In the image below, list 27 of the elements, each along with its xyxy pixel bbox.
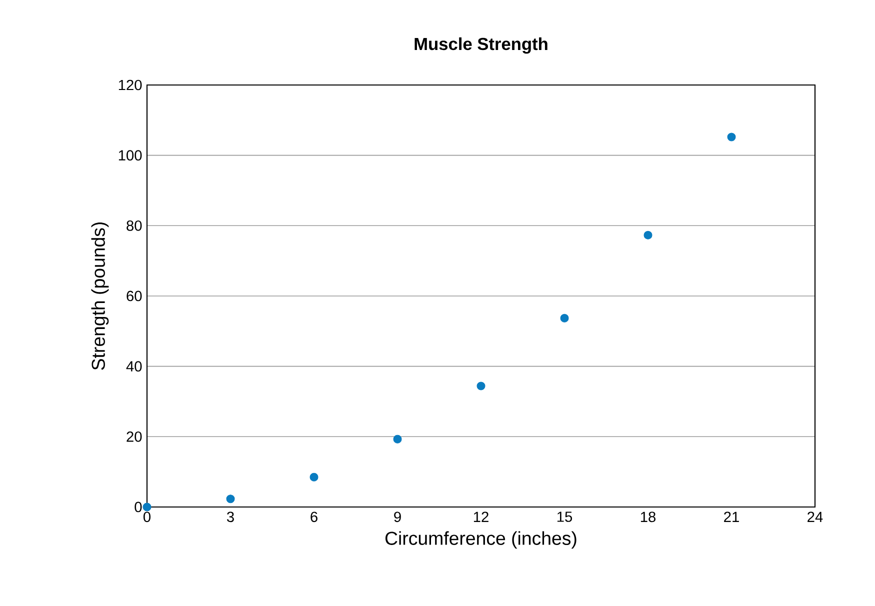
x-tick-label: 3 xyxy=(226,512,234,522)
chart-title: Muscle Strength xyxy=(414,37,548,54)
x-tick-label: 18 xyxy=(640,512,656,522)
y-tick-label: 60 xyxy=(126,290,142,302)
y-tick-label: 40 xyxy=(126,361,142,372)
x-tick-label: 0 xyxy=(143,512,150,522)
point xyxy=(727,132,736,142)
x-tick-label: 21 xyxy=(724,512,739,522)
y-tick-label: 80 xyxy=(126,220,142,231)
x-tick-label: 24 xyxy=(808,512,823,522)
y-tick-label: 100 xyxy=(118,150,142,161)
x-axis-title: Circumference (inches) xyxy=(385,531,576,549)
point xyxy=(142,502,152,512)
y-tick-label: 0 xyxy=(134,502,142,512)
point xyxy=(644,230,652,240)
point xyxy=(226,494,235,504)
point xyxy=(560,314,569,322)
x-tick-label: 9 xyxy=(394,512,401,522)
x-tick-label: 12 xyxy=(474,512,488,522)
y-tick-label: 20 xyxy=(126,431,142,442)
x-tick-label: 6 xyxy=(310,512,318,522)
y-axis-title: Strength (pounds) xyxy=(91,222,109,370)
y-tick-label: 120 xyxy=(118,80,142,90)
x-tick-label: 15 xyxy=(557,512,572,522)
point xyxy=(393,434,402,444)
point xyxy=(476,382,486,390)
point xyxy=(310,472,318,482)
